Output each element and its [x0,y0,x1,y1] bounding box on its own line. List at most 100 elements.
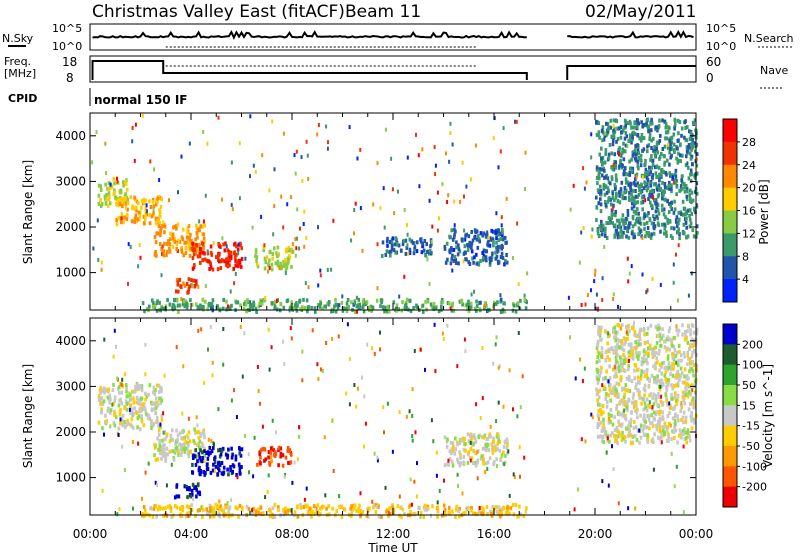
echo-cell [359,206,362,211]
echo-cell [92,246,95,251]
echo-cell [489,509,492,514]
echo-cell [348,125,351,130]
echo-cell [622,436,625,441]
echo-cell [268,514,271,519]
echo-cell [596,413,600,418]
echo-cell [388,506,391,511]
colorbar-tick-label: 4 [742,273,749,286]
echo-cell [388,512,392,516]
colorbar-swatch [723,405,737,427]
echo-cell [126,213,129,218]
echo-cell [687,165,690,170]
echo-cell [223,259,226,264]
echo-cell [159,396,163,401]
echo-cell [676,332,680,337]
echo-cell [684,184,688,188]
echo-cell [407,251,410,256]
echo-cell [106,395,110,400]
echo-cell [176,298,179,303]
echo-cell [107,181,111,185]
echo-cell [627,506,630,511]
echo-cell [236,300,240,305]
echo-cell [594,306,597,311]
echo-cell [668,201,671,206]
echo-cell [522,514,526,519]
echo-cell [176,222,180,227]
echo-cell [653,224,657,229]
echo-cell [243,331,246,336]
echo-cell [131,425,135,430]
echo-cell [657,392,660,396]
echo-cell [623,392,626,397]
echo-cell [640,138,643,143]
echo-cell [411,387,414,392]
echo-cell [506,442,509,447]
echo-cell [626,408,629,412]
echo-cell [199,260,202,265]
echo-cell [680,353,683,358]
cpid-value: normal 150 IF [94,93,188,107]
echo-cell [673,395,677,399]
echo-cell [295,301,298,306]
echo-cell [173,237,177,241]
echo-cell [201,515,204,519]
echo-cell [644,162,647,167]
echo-cell [337,334,340,339]
echo-cell [501,230,504,235]
echo-cell [644,167,648,172]
echo-cell [630,400,634,405]
echo-cell [156,299,159,304]
echo-cell [652,392,656,397]
echo-cell [643,417,647,422]
echo-cell [481,251,484,255]
echo-cell [430,304,434,309]
echo-cell [131,440,134,444]
echo-cell [627,279,630,284]
echo-cell [669,147,672,152]
echo-cell [206,462,209,467]
echo-cell [161,453,165,458]
echo-cell [141,301,145,306]
echo-cell [643,180,646,185]
echo-cell [108,400,111,405]
echo-cell [157,231,161,236]
echo-cell [195,282,198,287]
echo-cell [257,507,260,512]
echo-cell [115,222,119,227]
echo-cell [490,237,494,242]
echo-cell [245,504,249,509]
echo-cell [441,300,445,305]
echo-cell [353,503,357,508]
echo-cell [504,258,507,263]
echo-cell [188,439,192,444]
echo-cell [600,439,604,444]
echo-cell [615,381,619,386]
echo-cell [633,320,635,325]
echo-cell [660,203,664,208]
echo-cell [634,385,637,390]
echo-cell [651,355,655,359]
echo-cell [653,379,656,384]
echo-cell [206,456,210,461]
echo-cell [511,308,515,313]
echo-cell [684,385,687,390]
echo-cell [670,364,673,369]
echo-cell [649,121,653,126]
echo-cell [691,137,694,142]
echo-cell [190,488,194,493]
echo-cell [663,182,667,186]
echo-cell [456,460,460,465]
echo-cell [658,425,662,430]
echo-cell [313,306,316,311]
echo-cell [600,129,604,133]
echo-cell [138,217,141,222]
echo-cell [690,337,694,342]
echo-cell [614,160,618,165]
echo-cell [239,453,243,458]
echo-cell [224,452,228,457]
echo-cell [645,425,649,430]
echo-cell [628,389,632,394]
echo-cell [613,393,617,397]
echo-cell [648,426,651,431]
